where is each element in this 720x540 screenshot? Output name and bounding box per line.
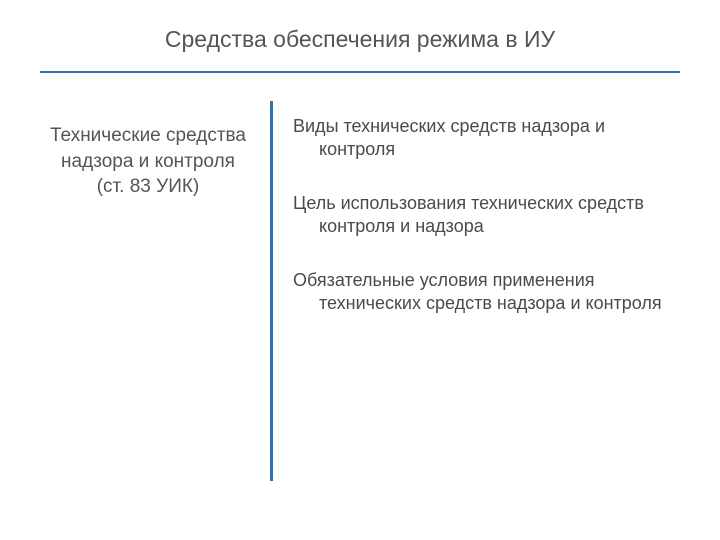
section-heading-text2: (ст. 83 УИК) (97, 176, 200, 197)
right-column: Виды технических средств надзора и контр… (273, 97, 680, 510)
slide-title: Средства обеспечения режима в ИУ (40, 26, 680, 53)
list-item: Виды технических средств надзора и контр… (293, 115, 680, 162)
title-divider (40, 71, 680, 73)
content-area: Технические средства надзора и контроля … (40, 97, 680, 510)
section-heading-text1: Технические средства надзора и контроля (50, 125, 246, 172)
left-column: Технические средства надзора и контроля … (40, 97, 270, 510)
list-item: Цель использования технических средств к… (293, 192, 680, 239)
section-heading: Технические средства надзора и контроля … (40, 123, 256, 200)
list-item: Обязательные условия применения техничес… (293, 269, 680, 316)
slide-container: Средства обеспечения режима в ИУ Техниче… (0, 0, 720, 540)
